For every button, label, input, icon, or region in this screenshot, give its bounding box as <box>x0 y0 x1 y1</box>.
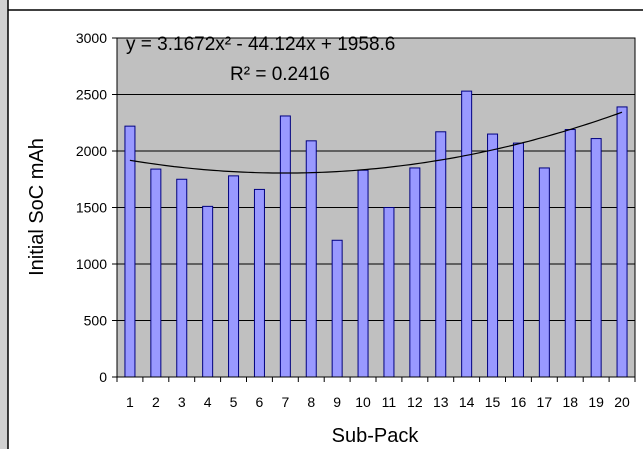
bar <box>305 140 317 378</box>
x-tick-label: 12 <box>407 394 423 410</box>
x-tick-label: 19 <box>588 394 604 410</box>
bar <box>357 169 369 378</box>
bar <box>202 205 214 378</box>
x-tick-label: 9 <box>333 394 341 410</box>
x-tick-label: 16 <box>511 394 527 410</box>
left-edge-panel <box>0 0 8 449</box>
bar <box>279 115 291 378</box>
bar <box>487 133 499 378</box>
x-tick-label: 20 <box>614 394 630 410</box>
y-tick-label: 3000 <box>76 30 107 46</box>
trendline <box>129 111 623 174</box>
y-tick-label: 2500 <box>76 87 107 103</box>
x-tick-label: 18 <box>562 394 578 410</box>
bar <box>331 239 343 378</box>
bar <box>461 90 473 378</box>
bar <box>150 168 162 378</box>
bar <box>538 167 550 378</box>
x-tick-label: 17 <box>537 394 553 410</box>
x-tick-label: 10 <box>355 394 371 410</box>
y-tick-label: 1000 <box>76 256 107 272</box>
bar <box>564 129 576 378</box>
bar <box>590 138 602 378</box>
x-tick-label: 14 <box>459 394 475 410</box>
x-tick-label: 7 <box>281 394 289 410</box>
x-tick-label: 3 <box>178 394 186 410</box>
x-axis-title: Sub-Pack <box>332 425 420 447</box>
bar <box>616 106 628 378</box>
x-tick-label: 1 <box>126 394 134 410</box>
trendline-equation: y = 3.1672x² - 44.124x + 1958.6 <box>126 34 395 55</box>
x-tick-label: 13 <box>433 394 449 410</box>
x-tick-label: 8 <box>307 394 315 410</box>
bar <box>383 207 395 378</box>
y-tick-label: 0 <box>99 369 107 385</box>
y-tick-label: 2000 <box>76 143 107 159</box>
bar <box>435 131 447 378</box>
x-tick-label: 5 <box>230 394 238 410</box>
x-tick-label: 15 <box>485 394 501 410</box>
x-tick-label: 11 <box>382 394 397 410</box>
bar <box>228 175 240 378</box>
y-tick-label: 1500 <box>76 200 107 216</box>
y-axis-ticks: 0 500 1000 1500 2000 2500 3000 <box>76 30 117 385</box>
bar <box>512 142 524 378</box>
x-axis-ticks: 1 2 3 4 5 6 7 8 9 10 11 12 13 14 15 16 17 18 19 20 <box>116 377 636 410</box>
x-tick-label: 6 <box>256 394 264 410</box>
bar <box>176 178 188 378</box>
y-axis-title: Initial SoC mAh <box>26 138 48 276</box>
x-tick-label: 4 <box>204 394 212 410</box>
trendline-r2: R² = 0.2416 <box>230 64 330 85</box>
y-tick-label: 500 <box>84 313 108 329</box>
x-tick-label: 2 <box>152 394 160 410</box>
bar <box>124 125 136 378</box>
bar <box>253 188 265 378</box>
bar <box>409 167 421 378</box>
